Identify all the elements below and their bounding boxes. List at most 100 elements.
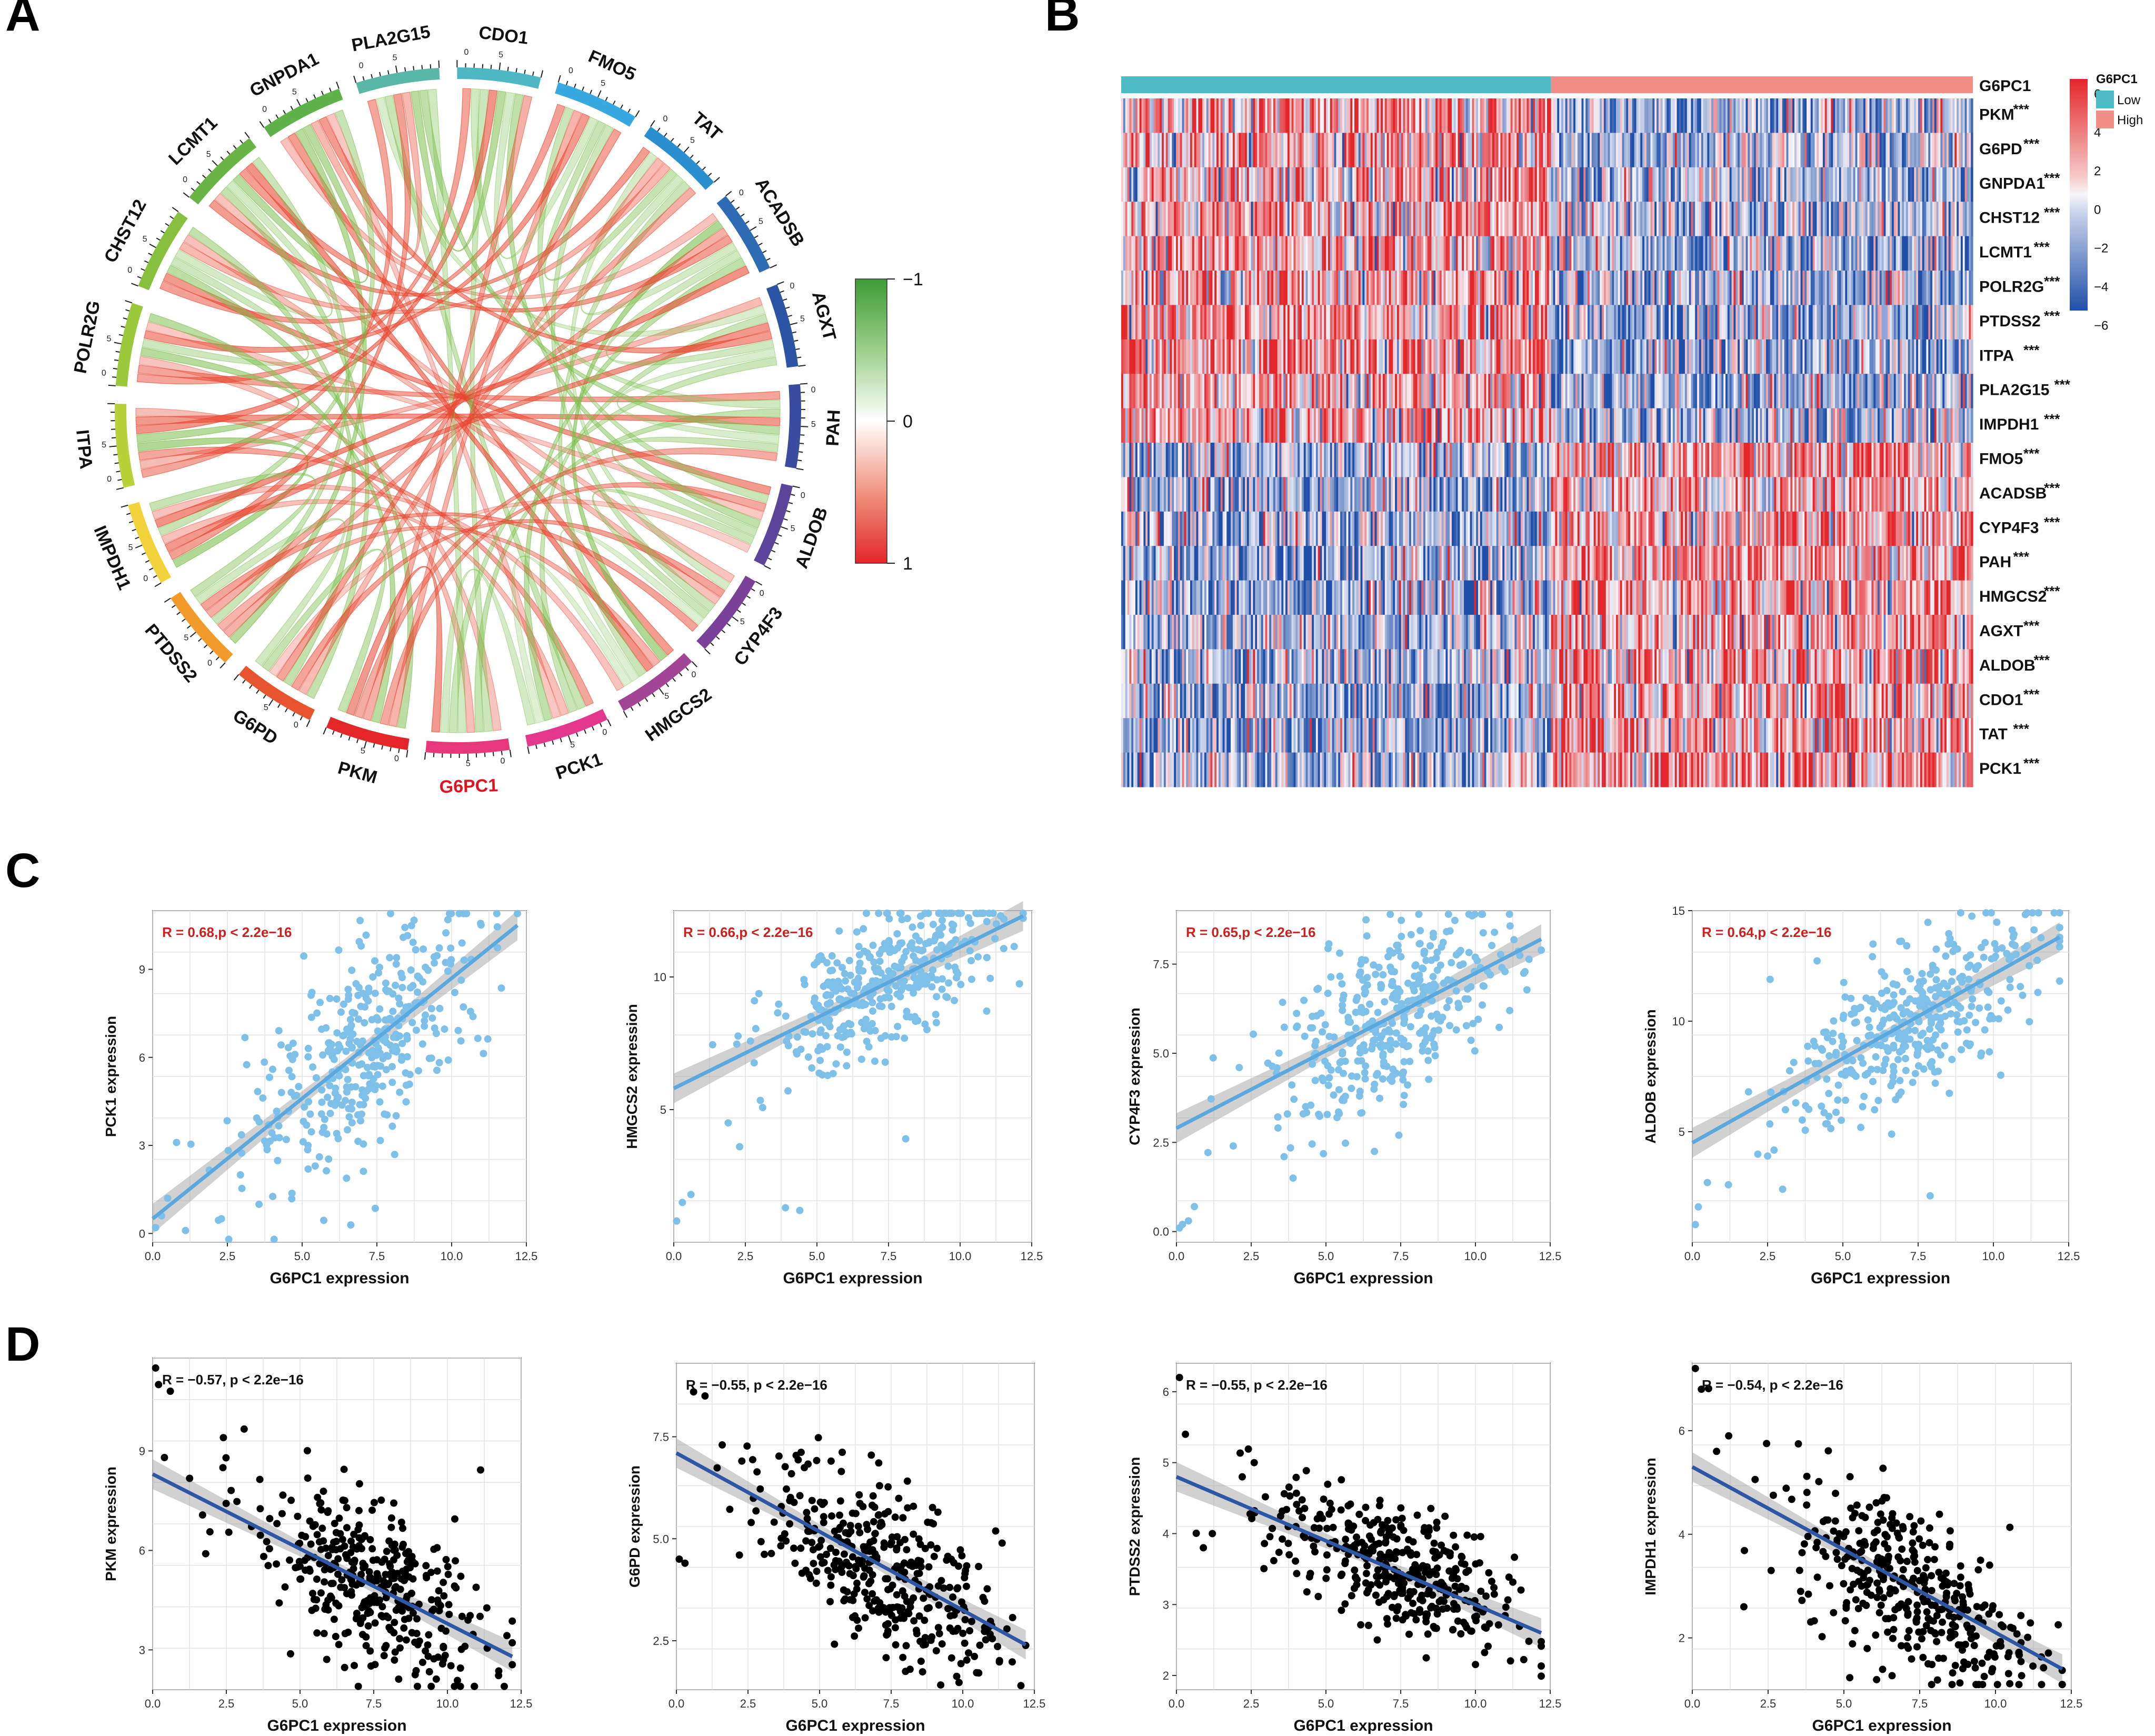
heatmap-cell	[1547, 443, 1550, 477]
chord-tick	[116, 471, 121, 473]
heatmap-cell	[1839, 236, 1842, 271]
chord-ribbon-63	[511, 555, 632, 724]
heatmap-cell	[1348, 305, 1351, 340]
heatmap-cell	[1786, 236, 1789, 271]
heatmap-cell	[1603, 167, 1607, 202]
heatmap-cell	[1938, 271, 1941, 305]
heatmap-cell	[1695, 408, 1698, 443]
heatmap-cell	[1206, 202, 1209, 237]
heatmap-cell	[1567, 167, 1570, 202]
heatmap-cell	[1448, 271, 1450, 305]
heatmap-cell	[1127, 443, 1130, 477]
heatmap-cell	[1148, 98, 1150, 133]
heatmap-cell	[1650, 98, 1653, 133]
heatmap-cell	[1421, 443, 1424, 477]
heatmap-cell	[1255, 236, 1258, 271]
heatmap-cell	[1618, 339, 1621, 374]
heatmap-cell	[1251, 408, 1253, 443]
heatmap-cell	[1403, 271, 1405, 305]
heatmap-cell	[1553, 374, 1556, 409]
heatmap-cell	[1200, 202, 1203, 237]
heatmap-cell	[1839, 98, 1842, 133]
heatmap-cell	[1741, 408, 1744, 443]
heatmap-cell	[1561, 374, 1564, 409]
chord-tick-label: 0	[811, 385, 816, 394]
heatmap-cell	[1275, 408, 1278, 443]
heatmap-cell	[1699, 339, 1702, 374]
heatmap-cell	[1788, 271, 1791, 305]
heatmap-cell	[1492, 339, 1495, 374]
heatmap-cell	[1231, 271, 1233, 305]
heatmap-cell	[1315, 443, 1319, 477]
heatmap-cell	[1348, 236, 1351, 271]
heatmap-cell	[1435, 167, 1438, 202]
heatmap-cell	[1802, 202, 1805, 237]
heatmap-cell	[1711, 374, 1714, 409]
heatmap-cell	[1409, 339, 1412, 374]
heatmap-cell	[1453, 408, 1456, 443]
heatmap-cell	[1504, 202, 1507, 237]
heatmap-cell	[1567, 443, 1570, 477]
chord-tick-label: 5	[184, 633, 188, 642]
heatmap-cell	[1807, 374, 1809, 409]
heatmap-cell	[1298, 408, 1300, 443]
heatmap-cell	[1636, 202, 1639, 237]
heatmap-cell	[1419, 305, 1422, 340]
heatmap-cell	[1753, 374, 1757, 409]
chord-tick-label: 0	[790, 282, 794, 291]
heatmap-cell	[1427, 374, 1430, 409]
heatmap-cell	[1318, 305, 1321, 340]
heatmap-cell	[1401, 133, 1404, 168]
heatmap-cell	[1482, 408, 1485, 443]
heatmap-cell	[1618, 408, 1621, 443]
heatmap-cell	[1300, 443, 1302, 477]
heatmap-cell	[1871, 305, 1874, 340]
heatmap-cell	[1855, 167, 1858, 202]
heatmap-cell	[1196, 98, 1199, 133]
heatmap-cell	[1257, 443, 1260, 477]
heatmap-cell	[1638, 443, 1641, 477]
heatmap-cell	[1648, 305, 1651, 340]
heatmap-cell	[1127, 98, 1130, 133]
heatmap-cell	[1745, 202, 1748, 237]
chord-tick	[144, 260, 149, 263]
heatmap-cell	[1569, 443, 1572, 477]
heatmap-cell	[1510, 443, 1513, 477]
heatmap-cell	[1332, 98, 1335, 133]
heatmap-cell	[1588, 167, 1590, 202]
heatmap-cell	[1837, 98, 1840, 133]
heatmap-cell	[1393, 339, 1395, 374]
heatmap-cell	[1180, 443, 1183, 477]
heatmap-cell	[1379, 339, 1381, 374]
chord-tick-label: 0	[207, 659, 212, 668]
heatmap-cell	[1701, 133, 1704, 168]
heatmap-cell	[1595, 339, 1598, 374]
heatmap-cell	[1419, 98, 1422, 133]
heatmap-cell	[1790, 167, 1793, 202]
heatmap-cell	[1938, 167, 1941, 202]
chord-tick	[220, 662, 226, 669]
heatmap-cell	[1819, 167, 1821, 202]
chord-tick-label: 0	[500, 757, 505, 766]
heatmap-cell	[1890, 202, 1892, 237]
heatmap-cell	[1755, 202, 1759, 237]
heatmap-cell	[1691, 305, 1693, 340]
heatmap-cell	[1908, 374, 1911, 409]
heatmap-cell	[1802, 236, 1805, 271]
heatmap-cell	[1681, 167, 1683, 202]
heatmap-cell	[1381, 202, 1383, 237]
heatmap-cell	[1269, 408, 1272, 443]
heatmap-cell	[1401, 443, 1404, 477]
chord-ribbon-26	[136, 89, 498, 434]
heatmap-cell	[1216, 236, 1219, 271]
heatmap-cell	[1295, 271, 1298, 305]
heatmap-cell	[1202, 167, 1205, 202]
heatmap-cell	[1833, 236, 1835, 271]
heatmap-cell	[1731, 202, 1734, 237]
heatmap-cell	[1877, 98, 1880, 133]
heatmap-cell	[1738, 133, 1740, 168]
heatmap-cell	[1429, 443, 1432, 477]
heatmap-cell	[1259, 98, 1262, 133]
heatmap-cell	[1374, 202, 1377, 237]
heatmap-cell	[1281, 167, 1284, 202]
